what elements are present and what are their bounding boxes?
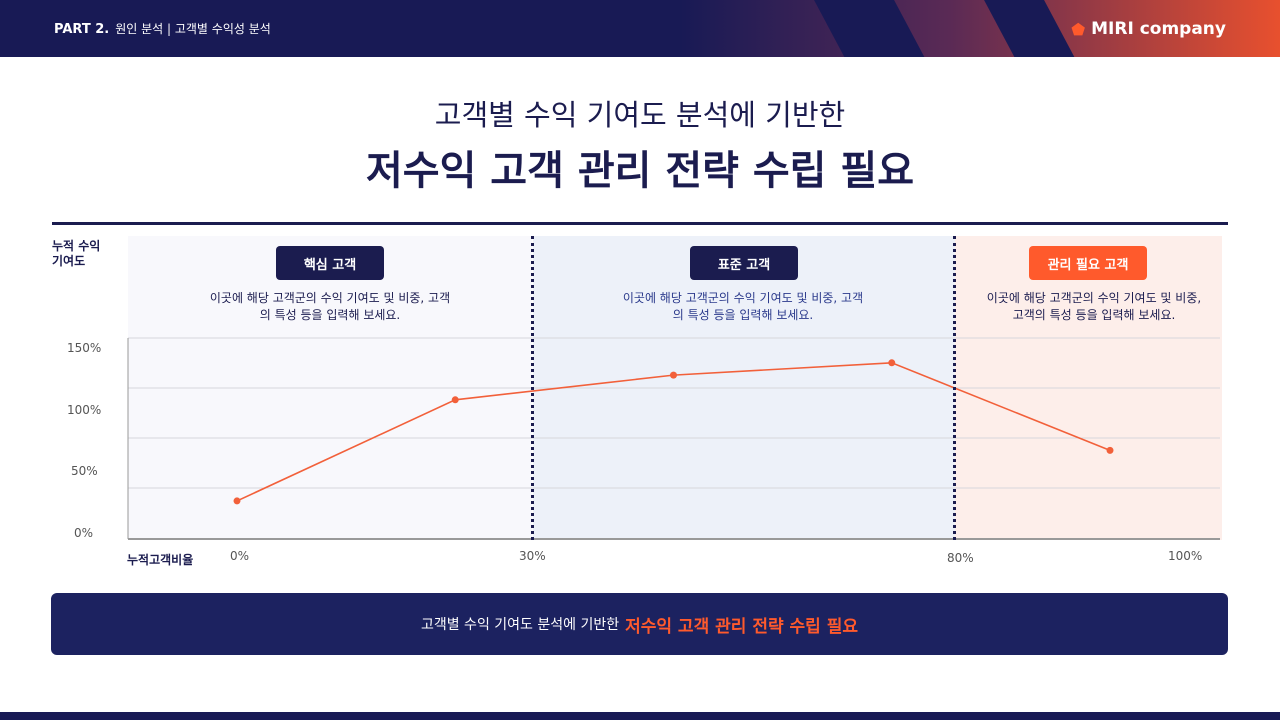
banner-text: 고객별 수익 기여도 분석에 기반한: [420, 617, 620, 633]
zone-badge-managed: 관리 필요 고객: [1029, 246, 1147, 280]
y-axis-label: 누적 수익 기여도: [52, 239, 108, 269]
header-bar: PART 2. 원인 분석 | 고객별 수익성 분석 ⬟ MIRI company: [0, 0, 1280, 57]
data-point: [888, 359, 896, 367]
logo: ⬟ MIRI company: [1071, 19, 1226, 39]
zone-divider-30: [531, 236, 534, 540]
y-tick: 150%: [67, 341, 102, 355]
section-label: PART 2. 원인 분석 | 고객별 수익성 분석: [54, 20, 271, 37]
subtitle: 고객별 수익 기여도 분석에 기반한: [434, 98, 846, 132]
data-point: [670, 371, 677, 379]
y-tick: 100%: [67, 403, 102, 417]
footer-bar: [0, 712, 1280, 720]
part-number: PART 2.: [54, 22, 110, 37]
data-point: [1106, 446, 1114, 454]
x-tick: 100%: [1168, 549, 1203, 563]
data-point: [233, 497, 241, 505]
banner-highlight: 저수익 고객 관리 전략 수립 필요: [625, 616, 859, 637]
zone-divider-80: [953, 236, 956, 540]
header-gradient: [680, 0, 1280, 57]
x-tick: 30%: [519, 549, 546, 563]
data-line: [236, 361, 1111, 502]
page-title: 저수익 고객 관리 전략 수립 필요: [365, 148, 915, 194]
logo-text: MIRI company: [1091, 19, 1226, 39]
zone-desc-standard: 이곳에 해당 고객군의 수익 기여도 및 비중, 고객 의 특성 등을 입력해 …: [622, 291, 864, 322]
divider: [52, 222, 1228, 225]
zone-desc-managed: 이곳에 해당 고객군의 수익 기여도 및 비중, 고객의 특성 등을 입력해 보…: [986, 291, 1202, 322]
section-title: 원인 분석 | 고객별 수익성 분석: [115, 22, 271, 36]
zone-desc-core: 이곳에 해당 고객군의 수익 기여도 및 비중, 고객 의 특성 등을 입력해 …: [209, 291, 451, 322]
x-axis-label: 누적고객비율: [127, 553, 194, 567]
zone-badge-core: 핵심 고객: [276, 246, 384, 280]
logo-icon: ⬟: [1071, 19, 1086, 39]
y-tick: 50%: [71, 464, 98, 478]
conclusion-banner: 고객별 수익 기여도 분석에 기반한 저수익 고객 관리 전략 수립 필요: [51, 593, 1228, 655]
y-tick: 0%: [74, 526, 94, 540]
x-tick: 0%: [230, 549, 250, 563]
data-point: [451, 396, 459, 404]
x-tick: 80%: [947, 551, 974, 565]
zone-badge-standard: 표준 고객: [690, 246, 798, 280]
y-axis-label-text: 누적 수익 기여도: [52, 239, 101, 268]
